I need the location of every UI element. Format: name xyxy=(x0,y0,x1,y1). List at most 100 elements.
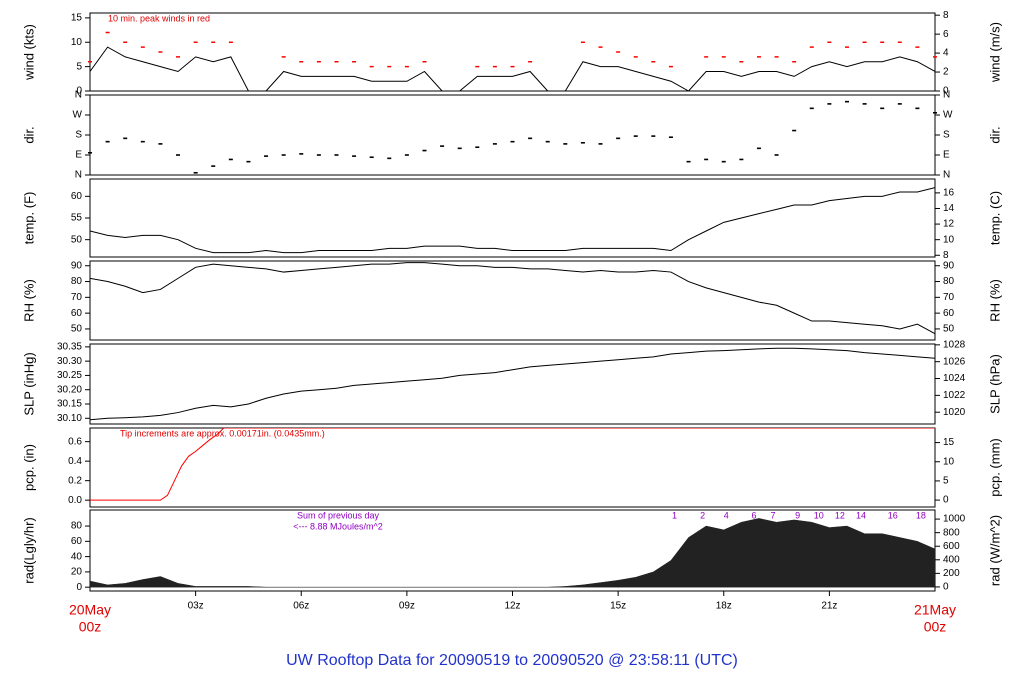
x-tick-label: 18z xyxy=(716,601,732,612)
dir-point xyxy=(704,158,709,161)
series-line xyxy=(90,46,935,91)
y-tick-label: 60 xyxy=(71,308,83,319)
panel-frame xyxy=(89,343,936,425)
dir-point xyxy=(334,154,339,156)
y-tick-label: 80 xyxy=(71,521,83,532)
y-tick-label: 15 xyxy=(71,13,83,24)
y2-axis-label: dir. xyxy=(987,126,1002,143)
hour-label: 9 xyxy=(795,510,800,520)
panel-frame xyxy=(89,178,936,258)
dir-point xyxy=(633,135,638,137)
series-line xyxy=(90,428,935,501)
series-area xyxy=(90,518,935,588)
y2-tick-label: 0 xyxy=(943,582,949,593)
y-tick-label: 0.2 xyxy=(68,475,82,486)
chart-title: UW Rooftop Data for 20090519 to 20090520… xyxy=(286,652,738,669)
y-tick-label: 30.20 xyxy=(57,384,82,395)
y2-tick-label: 0 xyxy=(943,495,949,506)
y-tick-label: 70 xyxy=(71,292,83,303)
y2-tick-label: 12 xyxy=(943,219,955,230)
dir-point xyxy=(281,154,286,156)
dir-point xyxy=(369,156,374,159)
y2-tick-label: 1020 xyxy=(943,407,966,418)
y2-tick-label: 10 xyxy=(943,456,955,467)
y-tick-label: 20 xyxy=(71,567,83,578)
y-tick-label: 30.25 xyxy=(57,370,82,381)
x-start-label: 00z xyxy=(79,619,102,635)
x-tick-label: 03z xyxy=(188,601,204,612)
hour-label: 1 xyxy=(672,510,677,520)
hour-label: 14 xyxy=(856,510,866,520)
y2-tick-label: N xyxy=(943,90,950,101)
hour-label: 16 xyxy=(888,510,898,520)
y-tick-label: 30.30 xyxy=(57,356,82,367)
y-tick-label: 55 xyxy=(71,213,83,224)
y2-tick-label: 200 xyxy=(943,568,960,579)
hour-label: 18 xyxy=(916,510,926,520)
y-tick-label: 80 xyxy=(71,276,83,287)
x-tick-label: 06z xyxy=(293,601,309,612)
panel-frame xyxy=(89,427,936,508)
y-tick-label: 10 xyxy=(71,37,83,48)
y-tick-label: 60 xyxy=(71,191,83,202)
y2-tick-label: 4 xyxy=(943,48,949,59)
y-tick-label: E xyxy=(75,150,82,161)
hour-label: 12 xyxy=(835,510,845,520)
dir-point xyxy=(880,107,885,110)
y2-tick-label: 1024 xyxy=(943,373,966,384)
dir-point xyxy=(123,137,128,140)
panel-frame xyxy=(89,260,936,341)
y-tick-label: 60 xyxy=(71,536,83,547)
dir-point xyxy=(140,140,145,143)
y2-tick-label: 1028 xyxy=(943,339,966,350)
y2-axis-label: wind (m/s) xyxy=(987,22,1002,83)
annotation: Sum of previous day xyxy=(297,510,380,520)
y2-tick-label: 60 xyxy=(943,308,955,319)
y2-tick-label: 90 xyxy=(943,260,955,271)
dir-point xyxy=(158,143,163,145)
y-tick-label: N xyxy=(75,170,82,181)
x-tick-label: 21z xyxy=(821,601,837,612)
dir-point xyxy=(510,140,515,143)
y2-axis-label: temp. (C) xyxy=(987,191,1002,245)
y2-axis-label: pcp. (mm) xyxy=(987,438,1002,497)
dir-point xyxy=(774,154,779,156)
y2-tick-label: 0 xyxy=(943,86,949,97)
dir-point xyxy=(422,149,427,152)
y2-tick-label: 1022 xyxy=(943,390,966,401)
y2-tick-label: S xyxy=(943,130,950,141)
y-axis-label: wind (kts) xyxy=(21,24,36,81)
panel-frame xyxy=(89,94,936,176)
hour-label: 6 xyxy=(752,510,757,520)
dir-point xyxy=(827,103,832,105)
y-tick-label: 90 xyxy=(71,260,83,271)
y-axis-label: SLP (inHg) xyxy=(21,352,36,415)
x-tick-label: 15z xyxy=(610,601,626,612)
y2-tick-label: 14 xyxy=(943,203,955,214)
y-axis-label: dir. xyxy=(21,126,36,143)
y2-axis-label: rad (W/m^2) xyxy=(987,515,1002,586)
y2-tick-label: E xyxy=(943,150,950,161)
dir-point xyxy=(897,103,902,105)
hour-label: 2 xyxy=(700,510,705,520)
dir-point xyxy=(598,143,603,145)
dir-point xyxy=(193,171,198,174)
x-tick-label: 09z xyxy=(399,601,415,612)
dir-point xyxy=(668,136,673,139)
y-tick-label: 0.4 xyxy=(68,456,82,467)
series-line xyxy=(90,187,935,254)
dir-point xyxy=(862,103,867,105)
y-tick-label: 0 xyxy=(76,582,82,593)
dir-point xyxy=(721,160,726,163)
y-tick-label: 0.0 xyxy=(68,495,82,506)
x-end-label: 21May xyxy=(914,602,956,618)
dir-point xyxy=(915,107,920,110)
y2-tick-label: 600 xyxy=(943,541,960,552)
y2-tick-label: 16 xyxy=(943,188,955,199)
hour-label: 4 xyxy=(724,510,729,520)
panel-frame xyxy=(89,12,936,92)
y-tick-label: N xyxy=(75,90,82,101)
dir-point xyxy=(616,137,621,140)
x-end-label: 00z xyxy=(924,619,947,635)
y2-tick-label: 6 xyxy=(943,29,949,40)
